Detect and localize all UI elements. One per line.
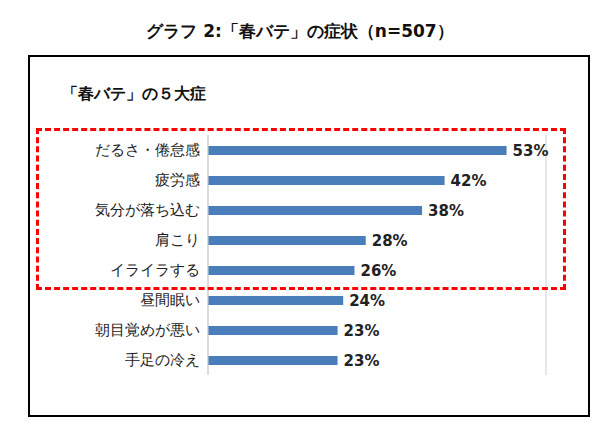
svg-text:朝目覚めが悪い: 朝目覚めが悪い [95,321,200,339]
svg-text:疲労感: 疲労感 [155,171,200,189]
svg-text:イライラする: イライラする [110,261,200,279]
svg-text:26%: 26% [360,262,396,280]
svg-text:38%: 38% [428,202,464,220]
svg-text:肩こり: 肩こり [155,231,200,249]
svg-text:手足の冷え: 手足の冷え [125,351,200,369]
html-text:グラフ 2:「春バテ」の症状（n=507）: グラフ 2:「春バテ」の症状（n=507） [146,21,454,41]
svg-text:23%: 23% [344,352,380,370]
svg-text:42%: 42% [451,172,487,190]
svg-text:24%: 24% [349,292,385,310]
html-text:「春バテ」の５大症: 「春バテ」の５大症 [62,84,206,103]
svg-text:昼間眠い: 昼間眠い [140,291,200,309]
svg-text:28%: 28% [372,232,408,250]
svg-text:53%: 53% [513,142,549,160]
svg-text:気分が落ち込む: 気分が落ち込む [95,201,200,219]
svg-text:だるさ・倦怠感: だるさ・倦怠感 [95,141,200,159]
svg-text:23%: 23% [344,322,380,340]
